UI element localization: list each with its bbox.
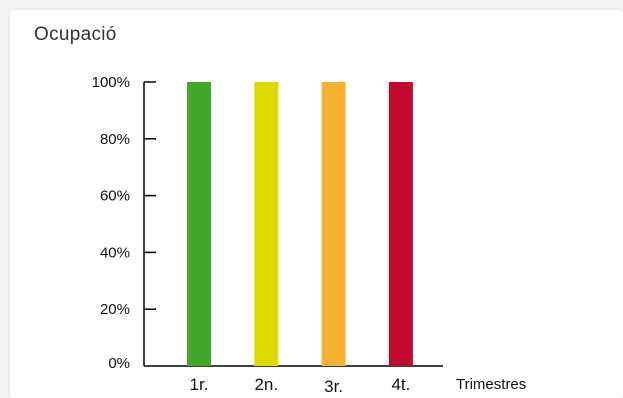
x-tick-label: 3r.	[324, 377, 343, 396]
y-ticks: 0% 20% 40% 60% 80% 100%	[92, 74, 156, 372]
y-tick-label: 20%	[100, 301, 130, 318]
y-tick-label: 80%	[100, 131, 130, 148]
x-tick-label: 4t.	[391, 375, 410, 394]
bar-3	[321, 82, 346, 366]
bar-2	[254, 82, 279, 366]
y-tick-label: 100%	[92, 74, 130, 91]
y-tick-label: 40%	[100, 244, 130, 261]
chart-title: Ocupació	[34, 24, 117, 45]
chart-card: Ocupació	[10, 10, 623, 398]
bar-1	[187, 82, 211, 366]
x-tick-label: 1r.	[190, 375, 209, 394]
bars	[187, 82, 413, 366]
x-tick-label: 2n.	[254, 375, 278, 394]
y-tick-label: 0%	[108, 355, 130, 372]
bar-4	[388, 82, 413, 366]
x-axis-title: Trimestres	[456, 376, 526, 393]
x-tick-labels: 1r. 2n. 3r. 4t.	[190, 375, 411, 396]
y-tick-label: 60%	[100, 188, 130, 205]
